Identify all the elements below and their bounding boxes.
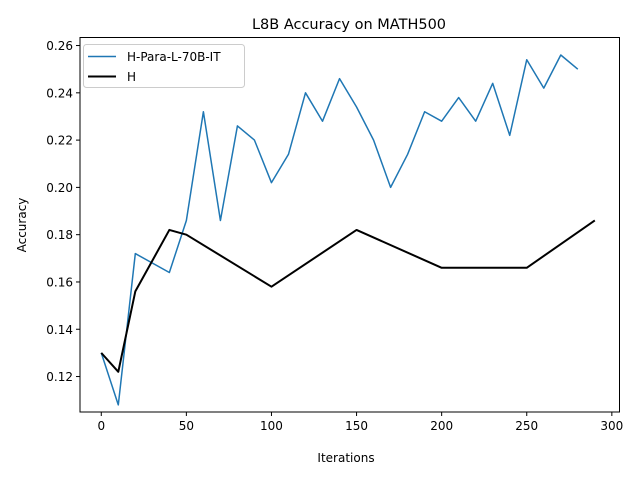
x-tick-label: 200 xyxy=(430,419,453,433)
x-tick-label: 150 xyxy=(345,419,368,433)
y-tick-label: 0.24 xyxy=(46,86,73,100)
y-tick-label: 0.20 xyxy=(46,181,73,195)
x-tick-label: 50 xyxy=(179,419,194,433)
series-layer xyxy=(100,54,596,406)
x-axis-label: Iterations xyxy=(317,451,374,465)
legend: H-Para-L-70B-IT H xyxy=(83,44,245,88)
legend-box xyxy=(83,44,245,88)
y-tick-label: 0.18 xyxy=(46,228,73,242)
x-axis-ticks: 0 50 100 150 200 250 300 xyxy=(97,412,623,433)
y-tick-label: 0.16 xyxy=(46,275,73,289)
y-axis-ticks: 0.12 0.14 0.16 0.18 0.20 0.22 0.24 0.26 xyxy=(46,39,80,384)
legend-label-h: H xyxy=(127,70,136,84)
x-tick-label: 0 xyxy=(97,419,105,433)
legend-label-h-para: H-Para-L-70B-IT xyxy=(127,50,221,64)
y-axis-label: Accuracy xyxy=(15,198,29,253)
plot-frame xyxy=(79,37,620,413)
series-line-1 xyxy=(100,219,596,373)
x-tick-label: 250 xyxy=(515,419,538,433)
y-tick-label: 0.12 xyxy=(46,370,73,384)
chart-title: L8B Accuracy on MATH500 xyxy=(252,17,446,33)
x-tick-label: 300 xyxy=(600,419,623,433)
y-tick-label: 0.26 xyxy=(46,39,73,53)
x-tick-label: 100 xyxy=(260,419,283,433)
y-tick-label: 0.22 xyxy=(46,134,73,148)
y-tick-label: 0.14 xyxy=(46,323,73,337)
series-line-0 xyxy=(100,54,579,406)
